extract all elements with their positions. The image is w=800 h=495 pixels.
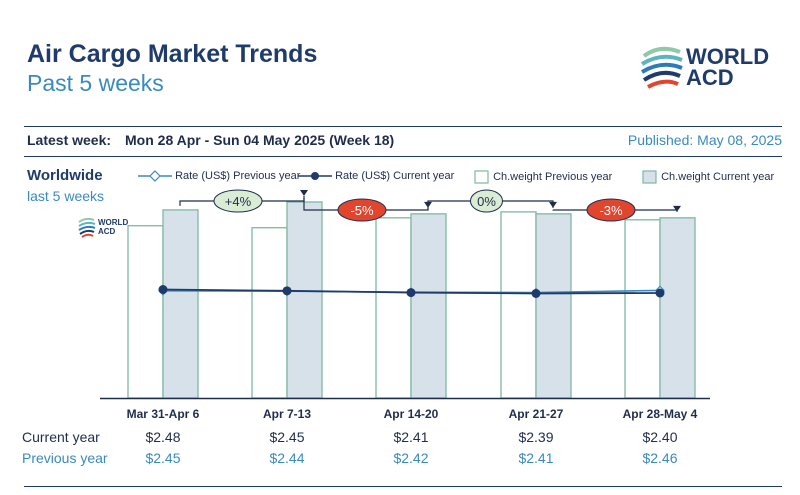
rate-previous-value: $2.41 xyxy=(518,450,554,466)
logo-text: WORLD ACD xyxy=(686,44,770,90)
rate-current-value: $2.41 xyxy=(393,429,429,445)
bar-chargeable-weight-current xyxy=(659,217,696,399)
rate-current-value: $2.40 xyxy=(642,429,678,445)
world-acd-small-logo: WORLD ACD xyxy=(78,216,138,240)
latest-week-label: Latest week: xyxy=(27,132,112,148)
divider-top xyxy=(24,126,782,127)
current-year-row-label: Current year xyxy=(22,429,100,445)
category-label: Mar 31-Apr 6 xyxy=(126,407,200,421)
legend-cw-current: Ch.weight Current year xyxy=(642,170,774,184)
bar-swatch-filled-icon xyxy=(642,170,657,184)
bar-chargeable-weight-previous xyxy=(127,225,164,399)
category-label: Apr 7-13 xyxy=(262,407,312,421)
rate-current-year-point xyxy=(158,285,168,294)
change-badge-label: -5% xyxy=(350,203,374,218)
legend-cw-previous: Ch.weight Previous year xyxy=(474,170,612,184)
period-label: last 5 weeks xyxy=(27,188,105,204)
bar-chargeable-weight-current xyxy=(410,213,447,399)
rate-current-year-point xyxy=(655,288,665,298)
globe-swoosh-small-icon xyxy=(78,217,96,238)
rate-previous-value: $2.46 xyxy=(642,450,678,466)
bar-chargeable-weight-current xyxy=(286,201,323,399)
rate-previous-value: $2.44 xyxy=(269,450,305,466)
legend-rate-previous: Rate (US$) Previous year xyxy=(138,170,300,182)
rate-current-year-point xyxy=(531,288,541,298)
bar-chargeable-weight-current xyxy=(535,213,572,399)
change-badge-label: +4% xyxy=(225,194,252,209)
rate-previous-value: $2.45 xyxy=(145,450,181,466)
bar-chargeable-weight-current xyxy=(162,209,199,399)
rate-current-year-point xyxy=(406,288,416,298)
change-badge xyxy=(470,189,503,213)
bar-chargeable-weight-previous xyxy=(375,217,412,399)
divider-bottom xyxy=(24,486,782,487)
change-arrowhead xyxy=(549,201,557,208)
change-arrowhead xyxy=(300,189,308,196)
category-label: Apr 21-27 xyxy=(508,407,564,421)
category-label: Apr 14-20 xyxy=(383,407,439,421)
rate-current-value: $2.48 xyxy=(145,429,181,445)
change-badge-label: 0% xyxy=(477,194,496,209)
rate-current-value: $2.45 xyxy=(269,429,305,445)
rate-current-year-point xyxy=(282,286,292,296)
page-title: Air Cargo Market Trends xyxy=(27,40,318,68)
bar-swatch-hollow-icon xyxy=(474,170,489,184)
globe-swoosh-icon xyxy=(640,46,683,89)
rate-previous-value: $2.42 xyxy=(393,450,429,466)
change-arrowhead xyxy=(673,205,681,212)
change-badge xyxy=(213,189,263,213)
divider-mid xyxy=(24,156,782,157)
bar-chargeable-weight-previous xyxy=(251,227,288,399)
category-label: Apr 28-May 4 xyxy=(622,407,698,421)
change-badge xyxy=(586,198,636,222)
line-diamond-hollow-icon xyxy=(138,170,172,182)
previous-year-row-label: Previous year xyxy=(22,450,108,466)
small-logo-text: WORLD ACD xyxy=(98,218,129,236)
region-label: Worldwide xyxy=(27,167,103,184)
published-date: Published: May 08, 2025 xyxy=(627,132,782,148)
bar-chargeable-weight-previous xyxy=(500,211,537,399)
bar-chargeable-weight-previous xyxy=(624,219,661,399)
page-subtitle: Past 5 weeks xyxy=(27,70,164,96)
rate-current-value: $2.39 xyxy=(518,429,554,445)
latest-week-value: Mon 28 Apr - Sun 04 May 2025 (Week 18) xyxy=(125,132,395,148)
change-badge xyxy=(337,198,387,222)
legend-rate-current: Rate (US$) Current year xyxy=(298,170,454,182)
world-acd-logo: WORLD ACD xyxy=(640,42,790,98)
line-dot-icon xyxy=(298,172,332,181)
change-badge-label: -3% xyxy=(599,203,623,218)
